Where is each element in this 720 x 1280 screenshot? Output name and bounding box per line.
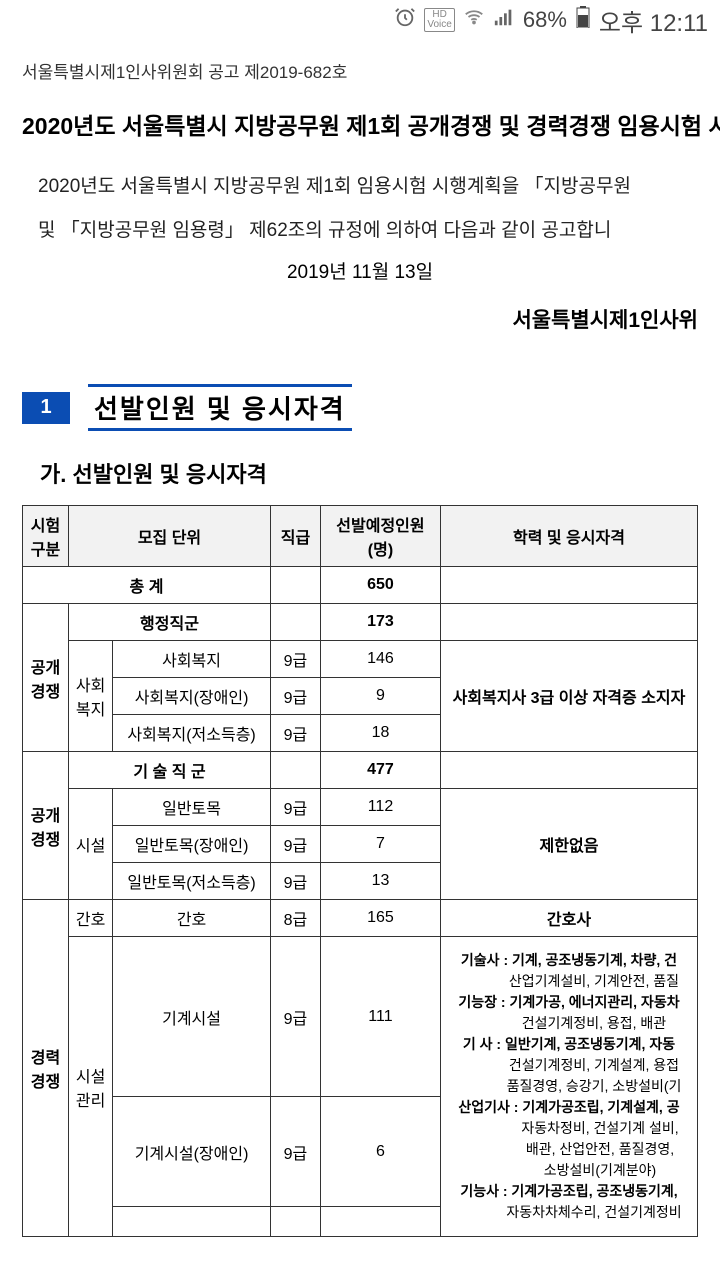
admin-group-count: 173	[320, 604, 440, 641]
cell-grade: 9급	[270, 641, 320, 678]
section-title: 선발인원 및 응시자격	[88, 384, 352, 431]
qual-line: 소방설비(기계분야)	[482, 1162, 656, 1178]
table-row: 총 계 650	[23, 567, 698, 604]
qual-line: 건설기계정비, 용접, 배관	[472, 1015, 666, 1031]
section-heading: 1 선발인원 및 응시자격	[22, 384, 698, 431]
cell-name: 기계시설(장애인)	[113, 1097, 271, 1207]
table-row: 경력 경쟁 간호 간호 8급 165 간호사	[23, 900, 698, 937]
qual-line: 품질경영, 승강기, 소방설비(기	[457, 1078, 682, 1094]
open-exam-label-2: 공개 경쟁	[23, 752, 69, 900]
tech-group-count: 477	[320, 752, 440, 789]
paragraph-1: 2020년도 서울특별시 지방공무원 제1회 임용시험 시행계획을 「지방공무원	[22, 169, 698, 205]
qual-line: 산업기사 : 기계가공조립, 기계설계, 공	[458, 1099, 679, 1115]
qual-line: 기 사 : 일반기계, 공조냉동기계, 자동	[463, 1036, 675, 1052]
cell-grade: 9급	[270, 1097, 320, 1207]
total-label: 총 계	[23, 567, 271, 604]
cell-name: 사회복지	[113, 641, 271, 678]
qual-line: 건설기계정비, 기계설계, 용접	[459, 1057, 679, 1073]
qual-line: 자동차정비, 건설기계 설비,	[459, 1120, 678, 1136]
cell-grade: 9급	[270, 789, 320, 826]
cell-count: 6	[320, 1097, 440, 1207]
cell-name: 일반토목(장애인)	[113, 826, 271, 863]
cell-grade: 9급	[270, 863, 320, 900]
cell-name: 사회복지(장애인)	[113, 678, 271, 715]
battery-percent: 68%	[523, 7, 567, 33]
table-row: 사회 복지 사회복지 9급 146 사회복지사 3급 이상 자격증 소지자	[23, 641, 698, 678]
qual-line: 기능사 : 기계가공조립, 공조냉동기계,	[460, 1183, 677, 1199]
table-header-row: 시험 구분 모집 단위 직급 선발예정인원(명) 학력 및 응시자격	[23, 506, 698, 567]
col-qualification: 학력 및 응시자격	[440, 506, 697, 567]
qual-line: 배관, 산업안전, 품질경영,	[464, 1141, 674, 1157]
open-exam-label: 공개 경쟁	[23, 604, 69, 752]
cell-count: 111	[320, 937, 440, 1097]
qual-line: 산업기계설비, 기계안전, 품질	[459, 973, 679, 989]
paragraph-2: 및 「지방공무원 임용령」 제62조의 규정에 의하여 다음과 같이 공고합니	[22, 213, 698, 249]
document-title: 2020년도 서울특별시 지방공무원 제1회 공개경쟁 및 경력경쟁 임용시험 …	[22, 107, 698, 141]
cell-name: 일반토목	[113, 789, 271, 826]
table-row: 공개 경쟁 행정직군 173	[23, 604, 698, 641]
cell-count: 7	[320, 826, 440, 863]
col-exam-type: 시험 구분	[23, 506, 69, 567]
career-exam-label: 경력 경쟁	[23, 900, 69, 1237]
qual-line: 자동차차체수리, 건설기계정비	[456, 1204, 681, 1220]
cell-count: 18	[320, 715, 440, 752]
clock-time: 오후 12:11	[599, 3, 708, 38]
cell-count: 13	[320, 863, 440, 900]
cell-name: 간호	[113, 900, 271, 937]
document-viewport[interactable]: 서울특별시제1인사위원회 공고 제2019-682호 2020년도 서울특별시 …	[0, 40, 720, 1237]
admin-group-label: 행정직군	[69, 604, 271, 641]
cell-name: 기계시설	[113, 937, 271, 1097]
cell-grade: 9급	[270, 678, 320, 715]
recruitment-table: 시험 구분 모집 단위 직급 선발예정인원(명) 학력 및 응시자격 총 계 6…	[22, 505, 698, 1237]
cell-name: 사회복지(저소득층)	[113, 715, 271, 752]
issuer: 서울특별시제1인사위	[22, 304, 698, 334]
qual-none: 제한없음	[440, 789, 697, 900]
col-count: 선발예정인원(명)	[320, 506, 440, 567]
cell-count: 146	[320, 641, 440, 678]
cell-grade: 9급	[270, 826, 320, 863]
qual-mechanical: 기술사 : 기계, 공조냉동기계, 차량, 건 산업기계설비, 기계안전, 품질…	[440, 937, 697, 1237]
qual-nurse: 간호사	[440, 900, 697, 937]
notice-number: 서울특별시제1인사위원회 공고 제2019-682호	[22, 58, 698, 83]
cell-count: 112	[320, 789, 440, 826]
subsection-title: 가. 선발인원 및 응시자격	[40, 457, 698, 489]
qual-welfare: 사회복지사 3급 이상 자격증 소지자	[440, 641, 697, 752]
battery-icon	[575, 6, 591, 34]
facility-mgmt-group: 시설 관리	[69, 937, 113, 1237]
col-grade: 직급	[270, 506, 320, 567]
nurse-group: 간호	[69, 900, 113, 937]
alarm-icon	[394, 6, 416, 34]
tech-group-label: 기 술 직 군	[69, 752, 271, 789]
signal-icon	[493, 6, 515, 34]
table-row: 공개 경쟁 기 술 직 군 477	[23, 752, 698, 789]
cell-grade: 8급	[270, 900, 320, 937]
cell-grade: 9급	[270, 937, 320, 1097]
col-unit: 모집 단위	[69, 506, 271, 567]
facility-group: 시설	[69, 789, 113, 900]
section-number: 1	[22, 392, 70, 424]
table-row: 시설 관리 기계시설 9급 111 기술사 : 기계, 공조냉동기계, 차량, …	[23, 937, 698, 1097]
hd-voice-badge: HD Voice	[424, 8, 454, 32]
qual-line: 기술사 : 기계, 공조냉동기계, 차량, 건	[461, 952, 677, 968]
cell-name: 일반토목(저소득층)	[113, 863, 271, 900]
total-count: 650	[320, 567, 440, 604]
status-bar: HD Voice 68% 오후 12:11	[0, 0, 720, 40]
cell-grade: 9급	[270, 715, 320, 752]
issue-date: 2019년 11월 13일	[22, 257, 698, 284]
welfare-group: 사회 복지	[69, 641, 113, 752]
qual-line: 기능장 : 기계가공, 에너지관리, 자동차	[458, 994, 679, 1010]
wifi-icon	[463, 6, 485, 34]
cell-count: 9	[320, 678, 440, 715]
table-row: 시설 일반토목 9급 112 제한없음	[23, 789, 698, 826]
cell-count: 165	[320, 900, 440, 937]
